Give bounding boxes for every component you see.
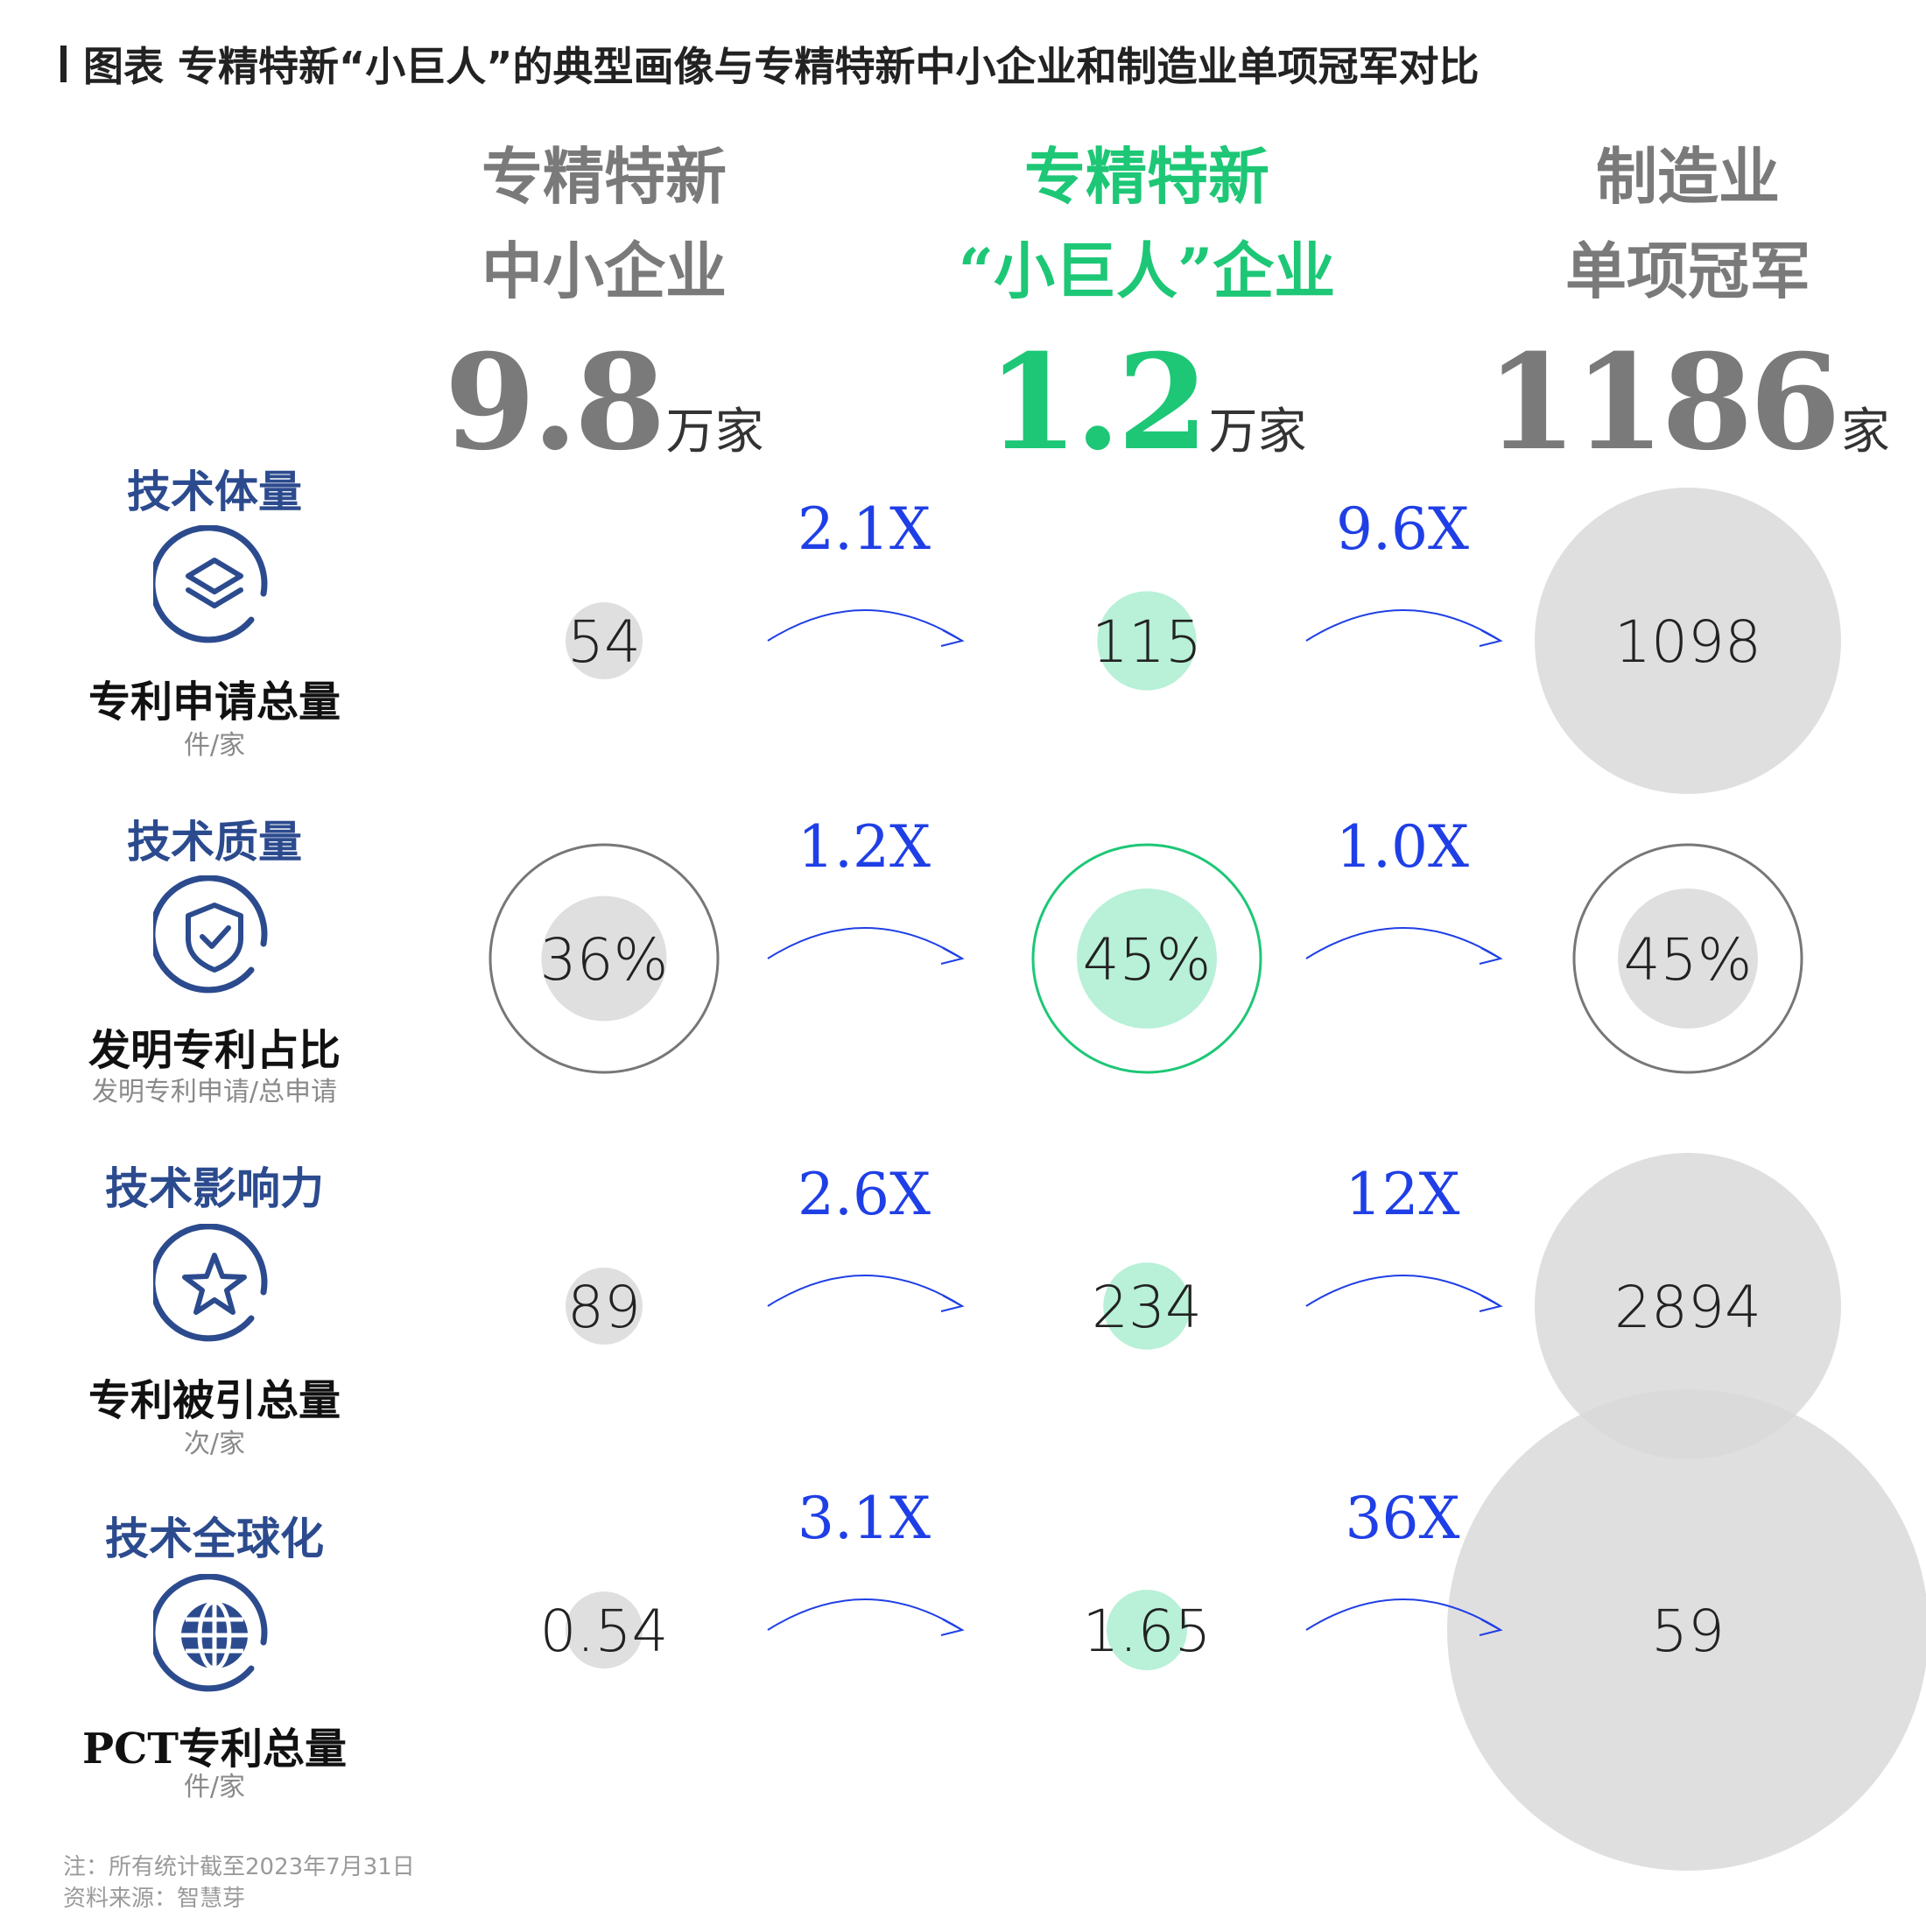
shield-check-icon	[153, 875, 268, 994]
value-label-r2-c3: 45%	[1624, 926, 1753, 994]
bubble-r2-c3	[1618, 889, 1758, 1029]
value-label-r1-c2: 115	[1092, 608, 1202, 676]
value-label-r2-c2: 45%	[1083, 926, 1212, 994]
bubble-r1-c3	[1535, 488, 1841, 794]
value-label-r1-c3: 1098	[1614, 608, 1761, 676]
bubble-r2-c2	[1077, 889, 1217, 1029]
multiplier-r1-1: 2.1X	[798, 495, 931, 563]
metric-2-name: 发明专利占比	[88, 1026, 341, 1075]
bubble-r1-c2	[1097, 591, 1197, 691]
arrowhead-r1-2	[1479, 629, 1503, 647]
metric-2-unit: 发明专利申请/总申请	[91, 1077, 338, 1107]
multiplier-r2-2: 1.0X	[1336, 813, 1469, 881]
value-label-r4-c3: 59	[1651, 1598, 1725, 1665]
ring-r2-c1	[489, 843, 720, 1074]
metric-4-title: 技术全球化	[105, 1514, 324, 1564]
column-1-header: 专精特新 中小企业	[298, 130, 910, 319]
arrowhead-r4-2	[1479, 1619, 1503, 1636]
arrow-r4-2	[1305, 1598, 1501, 1631]
multiplier-r3-1: 2.6X	[798, 1161, 931, 1228]
value-label-r3-c2: 234	[1092, 1274, 1202, 1341]
arrow-r3-2	[1305, 1275, 1501, 1307]
layers-icon	[153, 525, 268, 643]
footnote: 注：所有统计截至2023年7月31日	[63, 1854, 415, 1880]
metric-4-name: PCT专利总量	[81, 1725, 348, 1774]
column-2-count-value: 1.2	[987, 326, 1209, 480]
column-2-line2: “小巨人”企业	[958, 235, 1336, 307]
multiplier-r2-1: 1.2X	[798, 813, 931, 881]
metric-1-name: 专利申请总量	[88, 678, 341, 727]
chart-title: 图表 专精特新“小巨人”的典型画像与专精特新中小企业和制造业单项冠军对比	[83, 43, 1480, 90]
arrow-r3-1	[767, 1275, 963, 1307]
metric-3-title: 技术影响力	[105, 1163, 324, 1214]
metric-3-unit: 次/家	[183, 1429, 246, 1459]
column-3-count-value: 1186	[1486, 326, 1840, 480]
bubble-r3-c1	[566, 1268, 643, 1345]
arrow-r4-1	[767, 1598, 963, 1631]
column-1-count: 9.8万家	[298, 326, 910, 480]
arrow-r1-1	[767, 609, 963, 642]
column-3-header: 制造业 单项冠军	[1381, 130, 1926, 319]
arrow-r2-2	[1305, 927, 1501, 959]
value-label-r1-c1: 54	[567, 608, 641, 676]
column-1-line1: 专精特新	[482, 140, 727, 213]
metric-1-title: 技术体量	[127, 467, 302, 517]
value-label-r3-c3: 2894	[1614, 1274, 1761, 1341]
multiplier-r1-2: 9.6X	[1336, 495, 1469, 563]
source-note: 资料来源：智慧芽	[63, 1886, 246, 1912]
arrow-r2-1	[767, 927, 963, 959]
arrowhead-r2-2	[1479, 947, 1503, 965]
star-icon	[153, 1224, 268, 1342]
bubble-r2-c1	[541, 896, 667, 1022]
column-1-line2: 中小企业	[482, 235, 727, 307]
column-1-count-unit: 万家	[665, 404, 764, 460]
arrowhead-r3-2	[1479, 1295, 1503, 1312]
value-label-r4-c2: 1.65	[1083, 1598, 1212, 1665]
ring-r2-c3	[1572, 843, 1803, 1074]
bubble-r4-c2	[1107, 1590, 1187, 1670]
metric-3-name: 专利被引总量	[88, 1376, 341, 1425]
arrowhead-r3-1	[940, 1295, 965, 1312]
column-2-header: 专精特新 “小巨人”企业	[840, 130, 1453, 319]
column-1-count-value: 9.8	[444, 326, 666, 480]
column-2-line1: 专精特新	[1024, 140, 1269, 213]
bubble-r3-c3	[1535, 1153, 1841, 1459]
metric-4-unit: 件/家	[183, 1772, 246, 1802]
value-label-r3-c1: 89	[567, 1274, 641, 1341]
multiplier-r3-2: 12X	[1346, 1161, 1460, 1228]
arrowhead-r1-1	[940, 629, 965, 647]
metric-2-title: 技术质量	[127, 817, 302, 868]
value-label-r4-c1: 0.54	[540, 1598, 669, 1665]
multiplier-r4-2: 36X	[1346, 1485, 1460, 1552]
column-2-count: 1.2万家	[840, 326, 1453, 480]
bubble-r1-c1	[566, 602, 643, 679]
arrow-r1-2	[1305, 609, 1501, 642]
bubble-r3-c2	[1103, 1262, 1191, 1350]
value-label-r2-c1: 36%	[540, 926, 669, 994]
column-3-count: 1186家	[1381, 326, 1926, 480]
bubble-r4-c1	[566, 1591, 643, 1669]
multiplier-r4-1: 3.1X	[798, 1485, 931, 1552]
column-2-count-unit: 万家	[1208, 404, 1307, 460]
column-3-line1: 制造业	[1596, 140, 1780, 213]
metric-1-unit: 件/家	[183, 730, 246, 761]
arrowhead-r4-1	[940, 1619, 965, 1636]
ring-r2-c2	[1031, 843, 1262, 1074]
title-accent-bar	[60, 46, 67, 82]
bubble-r4-c3	[1447, 1389, 1926, 1871]
column-3-count-unit: 家	[1840, 404, 1890, 460]
column-3-line2: 单项冠军	[1565, 235, 1810, 307]
arrowhead-r2-1	[940, 947, 965, 965]
globe-icon	[153, 1574, 268, 1692]
